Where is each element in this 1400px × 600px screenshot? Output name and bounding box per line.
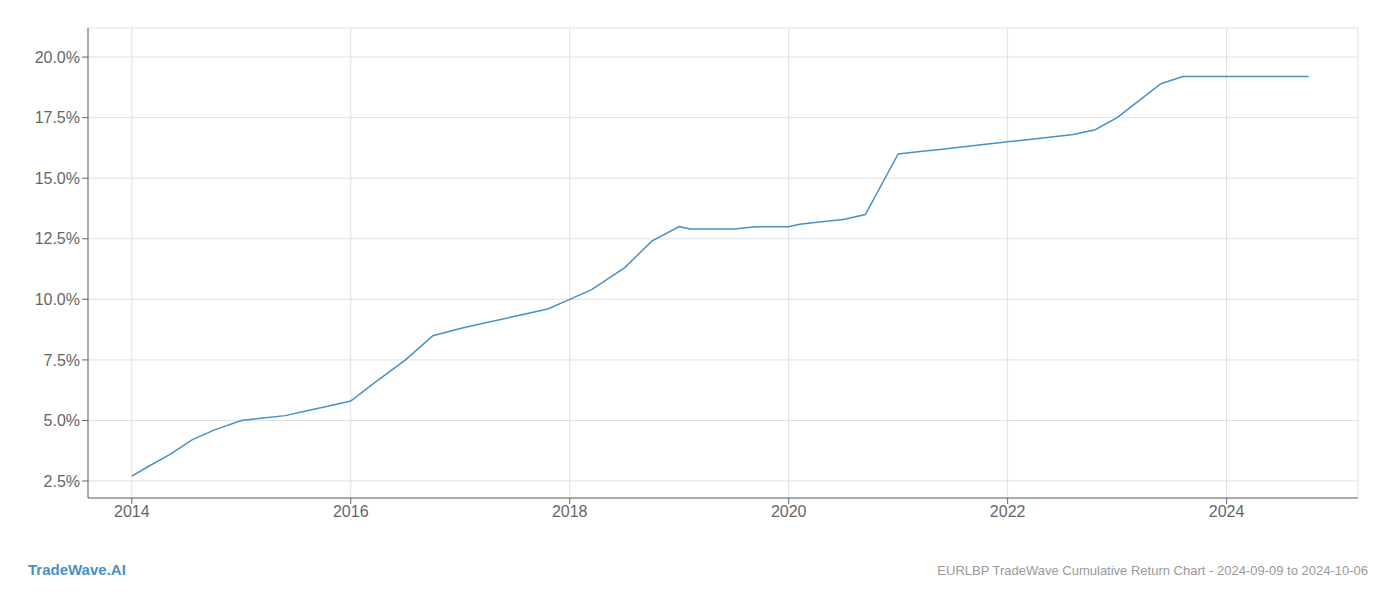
svg-text:2018: 2018 <box>552 503 588 520</box>
svg-text:20.0%: 20.0% <box>35 49 80 66</box>
svg-text:10.0%: 10.0% <box>35 291 80 308</box>
svg-text:17.5%: 17.5% <box>35 109 80 126</box>
svg-text:2024: 2024 <box>1209 503 1245 520</box>
svg-text:7.5%: 7.5% <box>44 352 80 369</box>
svg-text:2.5%: 2.5% <box>44 473 80 490</box>
svg-text:12.5%: 12.5% <box>35 230 80 247</box>
svg-text:15.0%: 15.0% <box>35 170 80 187</box>
svg-text:2022: 2022 <box>990 503 1026 520</box>
svg-text:2020: 2020 <box>771 503 807 520</box>
svg-text:5.0%: 5.0% <box>44 412 80 429</box>
html-text:EURLBP TradeWave Cumulative Re: EURLBP TradeWave Cumulative Return Chart… <box>937 563 1368 578</box>
svg-text:2014: 2014 <box>114 503 150 520</box>
svg-text:2016: 2016 <box>333 503 369 520</box>
html-text:TradeWave.AI: TradeWave.AI <box>28 561 126 578</box>
